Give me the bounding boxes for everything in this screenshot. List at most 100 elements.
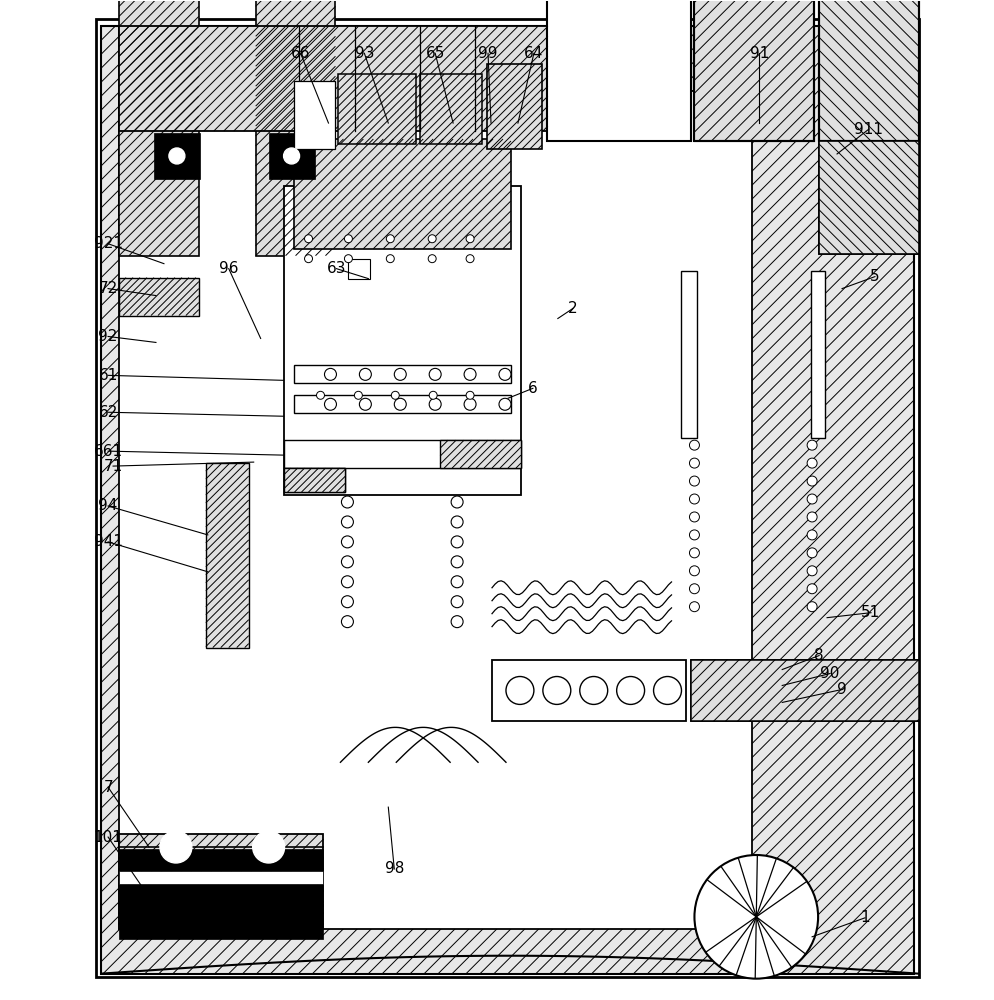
Circle shape — [807, 566, 817, 576]
Text: 65: 65 — [425, 46, 445, 61]
Bar — [695, 0, 814, 141]
Bar — [811, 271, 825, 438]
Circle shape — [543, 677, 571, 704]
Circle shape — [387, 255, 395, 263]
Bar — [119, 884, 323, 906]
Circle shape — [690, 548, 700, 558]
Circle shape — [360, 398, 372, 410]
Bar — [692, 660, 918, 721]
Circle shape — [341, 556, 354, 568]
Bar — [119, 26, 548, 131]
Text: 71: 71 — [103, 459, 122, 474]
Circle shape — [580, 677, 607, 704]
Circle shape — [341, 616, 354, 628]
Circle shape — [304, 235, 312, 243]
Text: 921: 921 — [93, 236, 122, 251]
Circle shape — [807, 494, 817, 504]
Circle shape — [466, 255, 474, 263]
Bar — [547, 0, 692, 141]
Circle shape — [169, 148, 185, 164]
Bar — [487, 64, 542, 149]
Circle shape — [464, 368, 476, 380]
Bar — [695, 0, 814, 141]
Bar — [293, 395, 511, 413]
Bar — [119, 904, 323, 939]
Circle shape — [690, 602, 700, 612]
Text: 8: 8 — [814, 648, 824, 663]
Circle shape — [360, 368, 372, 380]
Circle shape — [690, 476, 700, 486]
Bar — [96, 19, 918, 977]
Bar — [154, 133, 200, 179]
Text: 98: 98 — [385, 861, 404, 876]
Bar — [819, 141, 918, 254]
Circle shape — [341, 536, 354, 548]
Circle shape — [464, 398, 476, 410]
Circle shape — [451, 556, 463, 568]
Circle shape — [807, 548, 817, 558]
Circle shape — [451, 496, 463, 508]
Circle shape — [695, 855, 818, 979]
Bar — [206, 463, 248, 648]
Circle shape — [429, 368, 441, 380]
Circle shape — [429, 391, 437, 399]
Circle shape — [807, 440, 817, 450]
Circle shape — [451, 596, 463, 608]
Text: 94: 94 — [98, 498, 117, 513]
Bar — [283, 440, 521, 468]
Bar — [293, 365, 511, 383]
Circle shape — [395, 368, 407, 380]
Circle shape — [654, 677, 682, 704]
Text: 66: 66 — [291, 46, 310, 61]
Circle shape — [428, 255, 436, 263]
Text: 9: 9 — [837, 682, 847, 697]
Circle shape — [499, 368, 511, 380]
Circle shape — [451, 576, 463, 588]
Bar — [268, 133, 314, 179]
Circle shape — [341, 596, 354, 608]
Bar — [682, 271, 698, 438]
Circle shape — [324, 368, 336, 380]
Text: 92: 92 — [98, 329, 117, 344]
Bar — [819, 0, 918, 141]
Text: 93: 93 — [355, 46, 374, 61]
Bar — [119, 834, 323, 929]
Circle shape — [807, 584, 817, 594]
Circle shape — [252, 831, 284, 863]
Text: 64: 64 — [524, 46, 544, 61]
Bar — [119, 0, 199, 256]
Text: 101: 101 — [93, 830, 122, 845]
Circle shape — [283, 148, 299, 164]
Text: 99: 99 — [478, 46, 498, 61]
Circle shape — [316, 391, 324, 399]
Circle shape — [395, 398, 407, 410]
Bar — [101, 26, 913, 974]
Bar — [283, 468, 346, 492]
Circle shape — [690, 494, 700, 504]
Circle shape — [690, 530, 700, 540]
Circle shape — [506, 677, 534, 704]
Circle shape — [807, 512, 817, 522]
Text: 7: 7 — [103, 780, 113, 795]
Bar — [255, 0, 335, 256]
Circle shape — [160, 831, 192, 863]
Circle shape — [355, 391, 363, 399]
Text: 90: 90 — [820, 666, 840, 681]
Circle shape — [466, 391, 474, 399]
Circle shape — [466, 235, 474, 243]
Circle shape — [807, 530, 817, 540]
Circle shape — [429, 398, 441, 410]
Bar — [819, 0, 918, 141]
Circle shape — [341, 496, 354, 508]
Text: 91: 91 — [749, 46, 769, 61]
Circle shape — [690, 566, 700, 576]
Bar — [293, 81, 335, 149]
Bar — [420, 74, 482, 144]
Bar — [283, 468, 346, 492]
Circle shape — [451, 536, 463, 548]
Circle shape — [690, 512, 700, 522]
Bar — [692, 660, 918, 721]
Text: 51: 51 — [862, 605, 881, 620]
Circle shape — [807, 476, 817, 486]
Text: 63: 63 — [327, 261, 346, 276]
